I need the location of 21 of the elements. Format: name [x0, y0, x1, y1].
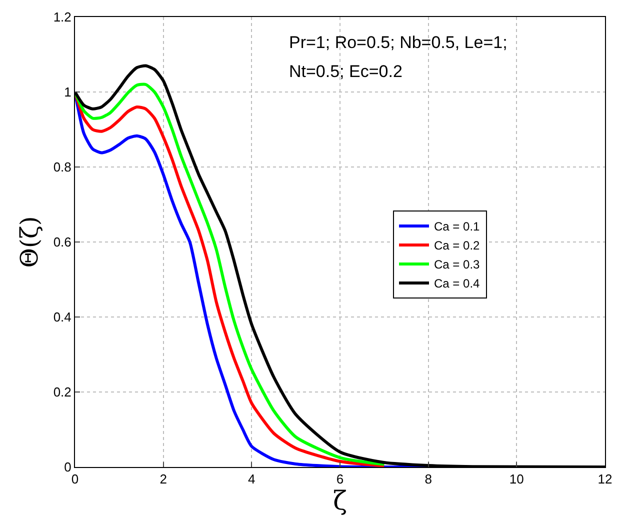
annotation: Pr=1; Ro=0.5; Nb=0.5, Le=1; — [289, 33, 508, 52]
y-axis-title: Θ(ζ) — [15, 216, 44, 268]
y-tick-label: 0.6 — [53, 234, 72, 250]
y-tick-label: 1 — [64, 84, 72, 100]
legend-label: Ca = 0.3 — [434, 258, 480, 272]
annotation: Nt=0.5; Ec=0.2 — [289, 62, 402, 81]
x-tick-label: 10 — [509, 472, 524, 487]
x-axis-title: ζ — [332, 486, 348, 517]
legend-label: Ca = 0.2 — [434, 238, 480, 253]
y-tick-label: 0.2 — [53, 384, 72, 400]
y-tick-label: 0.4 — [53, 310, 72, 325]
y-tick-label: 1.2 — [53, 10, 72, 25]
x-tick-label: 12 — [598, 472, 612, 487]
x-tick-label: 2 — [160, 472, 167, 487]
legend-label: Ca = 0.1 — [434, 220, 480, 234]
x-tick-label: 6 — [336, 472, 344, 487]
y-tick-label: 0.8 — [53, 160, 72, 175]
x-tick-label: 8 — [424, 472, 432, 487]
y-tick-label: 0 — [64, 460, 72, 475]
x-tick-label: 4 — [248, 472, 256, 487]
legend-label: Ca = 0.4 — [434, 276, 480, 291]
